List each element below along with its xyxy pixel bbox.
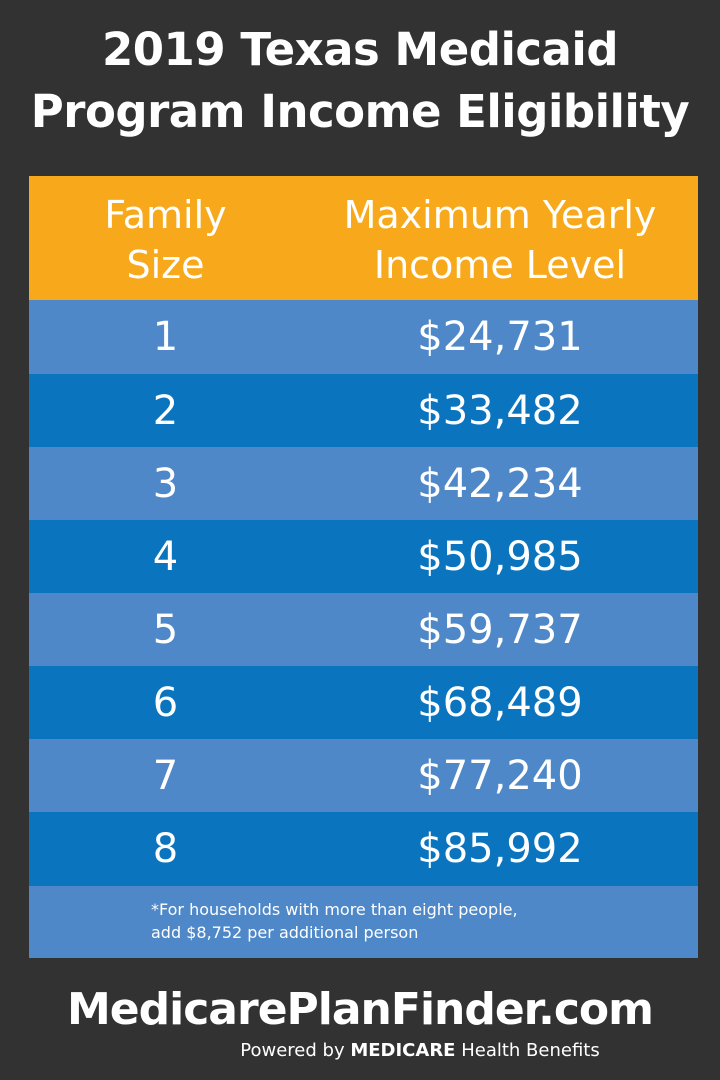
family-size-cell: 4 [152, 534, 179, 580]
income-cell: $68,489 [417, 680, 583, 726]
footnote: *For households with more than eight peo… [29, 886, 698, 958]
family-size-cell: 1 [152, 314, 179, 360]
header-family-size-line-1: Family [104, 193, 227, 237]
brand-logo-text: MedicarePlanFinder.com [67, 984, 654, 1035]
family-size-cell: 3 [152, 461, 179, 507]
income-cell: $59,737 [417, 607, 583, 653]
table-row: 4 $50,985 [29, 520, 698, 594]
title-line-1: 2019 Texas Medicaid [101, 23, 619, 76]
header-family-size: Family Size [29, 190, 302, 290]
income-cell: $24,731 [417, 314, 583, 360]
header-income: Maximum Yearly Income Level [302, 190, 698, 290]
tagline-prefix: Powered by [240, 1040, 345, 1061]
table-row: 5 $59,737 [29, 593, 698, 667]
header-income-line-1: Maximum Yearly [343, 193, 657, 237]
family-size-cell: 2 [152, 388, 179, 434]
income-cell: $77,240 [417, 753, 583, 799]
tagline-suffix: Health Benefits [461, 1040, 600, 1061]
footnote-line-2: add $8,752 per additional person [151, 923, 419, 942]
table-row: 3 $42,234 [29, 447, 698, 521]
brand-tagline: Powered by MEDICARE Health Benefits [0, 1038, 720, 1064]
header-family-size-line-2: Size [126, 243, 205, 287]
tagline-bold: MEDICARE [350, 1040, 456, 1061]
table-row: 6 $68,489 [29, 666, 698, 740]
page-title: 2019 Texas Medicaid Program Income Eligi… [0, 0, 720, 162]
eligibility-table: Family Size Maximum Yearly Income Level … [29, 176, 698, 958]
table-row: 2 $33,482 [29, 374, 698, 448]
table-row: 1 $24,731 [29, 300, 698, 374]
title-line-2: Program Income Eligibility [30, 85, 690, 138]
brand-footer: MedicarePlanFinder.com Powered by MEDICA… [0, 968, 720, 1080]
family-size-cell: 8 [152, 826, 179, 872]
table-row: 7 $77,240 [29, 739, 698, 813]
income-cell: $33,482 [417, 388, 583, 434]
family-size-cell: 6 [152, 680, 179, 726]
income-cell: $85,992 [417, 826, 583, 872]
income-cell: $50,985 [417, 534, 583, 580]
family-size-cell: 7 [152, 753, 179, 799]
footnote-line-1: *For households with more than eight peo… [151, 900, 518, 919]
table-header: Family Size Maximum Yearly Income Level [29, 176, 698, 300]
table-row: 8 $85,992 [29, 812, 698, 886]
family-size-cell: 5 [152, 607, 179, 653]
header-income-line-2: Income Level [373, 243, 627, 287]
income-cell: $42,234 [417, 461, 583, 507]
